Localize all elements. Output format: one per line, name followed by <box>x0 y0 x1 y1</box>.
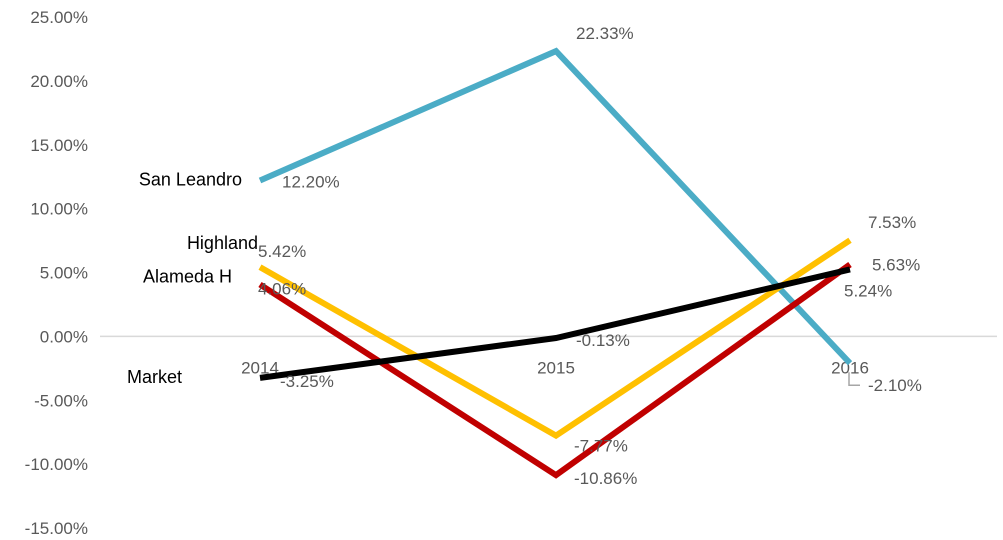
y-tick-label: -5.00% <box>34 391 88 410</box>
series-line-alameda-h <box>258 262 852 479</box>
data-label: -3.25% <box>280 372 334 391</box>
series-line-market <box>259 266 851 381</box>
y-tick-label: 20.00% <box>30 72 88 91</box>
x-tick-label: 2016 <box>831 358 869 377</box>
y-tick-label: -10.00% <box>25 455 88 474</box>
y-axis-tick-labels: 25.00% 20.00% 15.00% 10.00% 5.00% 0.00% -5.00%… <box>25 8 88 538</box>
series-name-label: Highland <box>187 233 258 253</box>
x-axis-tick-labels: 2014 2015 2016 <box>241 358 869 377</box>
y-tick-label: 15.00% <box>30 136 88 155</box>
y-tick-label: 0.00% <box>40 327 88 346</box>
y-tick-label: 5.00% <box>40 264 88 283</box>
series-name-label: Alameda H <box>143 267 232 287</box>
y-tick-label: 10.00% <box>30 200 88 219</box>
data-label: 7.53% <box>868 213 916 232</box>
data-labels: 12.20% 22.33% -2.10% 5.42% -7.77% 7.53% 4.06% -… <box>258 24 922 488</box>
data-label: 5.42% <box>258 242 306 261</box>
series-line-san-leandro <box>258 47 853 366</box>
series-name-label: San Leandro <box>139 170 242 190</box>
data-label: -7.77% <box>574 437 628 456</box>
label-connectors <box>848 372 860 386</box>
series-name-label: Market <box>127 367 182 387</box>
data-label: 12.20% <box>282 173 340 192</box>
series-line-highland <box>258 237 852 440</box>
data-label: 5.63% <box>872 255 920 274</box>
data-label: 5.24% <box>844 281 892 300</box>
data-label: 22.33% <box>576 24 634 43</box>
series-name-labels: San Leandro Highland Alameda H Market <box>127 170 258 387</box>
leader-line <box>848 372 860 386</box>
data-label: -2.10% <box>868 376 922 395</box>
data-label: -10.86% <box>574 469 637 488</box>
data-label: 4.06% <box>258 280 306 299</box>
x-tick-label: 2015 <box>537 358 575 377</box>
series-lines <box>258 47 853 479</box>
y-tick-label: -15.00% <box>25 519 88 538</box>
x-tick-label: 2014 <box>241 358 279 377</box>
y-tick-label: 25.00% <box>30 8 88 27</box>
data-label: -0.13% <box>576 331 630 350</box>
